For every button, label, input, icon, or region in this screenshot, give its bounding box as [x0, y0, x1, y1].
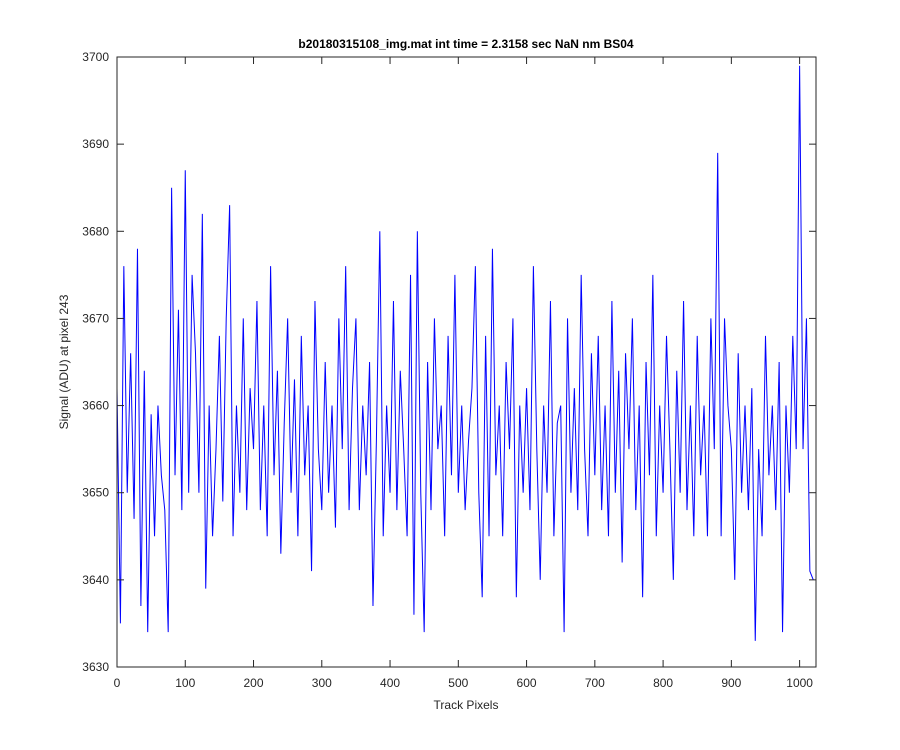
y-tick-label: 3670 — [82, 311, 109, 325]
x-tick-label: 500 — [448, 676, 468, 690]
y-tick-label: 3680 — [82, 224, 109, 238]
x-tick-label: 700 — [585, 676, 605, 690]
x-tick-label: 600 — [517, 676, 537, 690]
x-tick-label: 300 — [312, 676, 332, 690]
y-tick-label: 3630 — [82, 660, 109, 674]
y-tick-label: 3650 — [82, 486, 109, 500]
x-tick-label: 100 — [175, 676, 195, 690]
chart-title: b20180315108_img.mat int time = 2.3158 s… — [298, 37, 634, 51]
y-tick-label: 3690 — [82, 137, 109, 151]
axes-box — [116, 56, 817, 668]
x-tick-label: 200 — [244, 676, 264, 690]
y-axis-label: Signal (ADU) at pixel 243 — [57, 294, 71, 429]
x-tick-label: 1000 — [786, 676, 813, 690]
x-tick-label: 800 — [653, 676, 673, 690]
x-tick-label: 900 — [721, 676, 741, 690]
data-line — [116, 65, 814, 641]
y-tick-label: 3700 — [82, 50, 109, 64]
x-tick-label: 400 — [380, 676, 400, 690]
x-axis-label: Track Pixels — [434, 698, 499, 712]
x-tick-label: 0 — [114, 676, 121, 690]
y-tick-label: 3660 — [82, 399, 109, 413]
y-tick-label: 3640 — [82, 573, 109, 587]
